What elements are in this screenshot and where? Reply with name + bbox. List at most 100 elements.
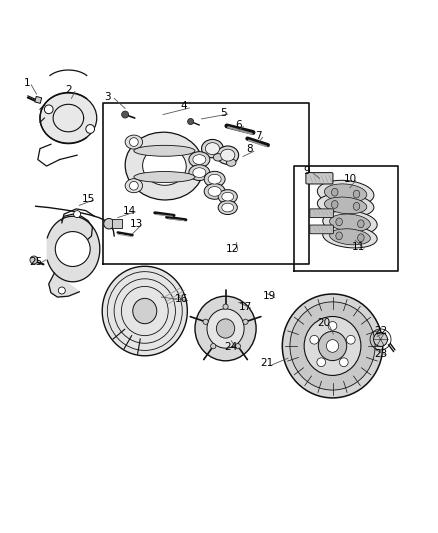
Circle shape bbox=[203, 319, 208, 325]
Ellipse shape bbox=[222, 192, 234, 201]
Polygon shape bbox=[47, 216, 100, 282]
Ellipse shape bbox=[189, 165, 210, 181]
Circle shape bbox=[339, 358, 348, 367]
Ellipse shape bbox=[325, 184, 367, 203]
Circle shape bbox=[328, 321, 337, 330]
FancyBboxPatch shape bbox=[310, 209, 333, 217]
Ellipse shape bbox=[195, 296, 256, 361]
Circle shape bbox=[58, 287, 65, 294]
Ellipse shape bbox=[102, 266, 187, 356]
Text: 8: 8 bbox=[246, 144, 253, 155]
Ellipse shape bbox=[326, 340, 339, 352]
FancyBboxPatch shape bbox=[306, 173, 333, 184]
Ellipse shape bbox=[218, 200, 237, 215]
Ellipse shape bbox=[323, 211, 377, 235]
Ellipse shape bbox=[217, 146, 239, 164]
Ellipse shape bbox=[218, 190, 237, 204]
Ellipse shape bbox=[208, 174, 221, 184]
Text: 22: 22 bbox=[374, 326, 387, 336]
Ellipse shape bbox=[357, 234, 364, 241]
Ellipse shape bbox=[40, 93, 97, 143]
Circle shape bbox=[211, 344, 216, 349]
Ellipse shape bbox=[318, 332, 347, 361]
Ellipse shape bbox=[283, 294, 383, 398]
Bar bbox=[113, 220, 122, 228]
Ellipse shape bbox=[332, 200, 338, 208]
Text: 19: 19 bbox=[263, 291, 276, 301]
FancyBboxPatch shape bbox=[310, 225, 333, 234]
Text: 23: 23 bbox=[374, 349, 387, 359]
Polygon shape bbox=[49, 273, 79, 297]
Circle shape bbox=[235, 344, 240, 349]
Ellipse shape bbox=[222, 203, 234, 212]
Text: 3: 3 bbox=[104, 92, 111, 102]
Text: 17: 17 bbox=[239, 302, 252, 312]
Ellipse shape bbox=[329, 214, 371, 232]
Text: 21: 21 bbox=[261, 358, 274, 368]
Ellipse shape bbox=[125, 132, 204, 200]
Ellipse shape bbox=[374, 333, 388, 346]
Ellipse shape bbox=[125, 135, 143, 149]
Text: 1: 1 bbox=[24, 78, 30, 88]
Ellipse shape bbox=[133, 298, 157, 324]
Circle shape bbox=[104, 219, 114, 229]
Circle shape bbox=[122, 111, 129, 118]
Ellipse shape bbox=[304, 317, 361, 375]
Ellipse shape bbox=[205, 143, 219, 155]
Ellipse shape bbox=[216, 319, 235, 338]
Ellipse shape bbox=[353, 203, 360, 210]
Text: 2: 2 bbox=[65, 85, 72, 95]
Ellipse shape bbox=[325, 197, 367, 214]
Ellipse shape bbox=[323, 225, 377, 248]
Circle shape bbox=[346, 335, 355, 344]
Ellipse shape bbox=[317, 194, 374, 217]
Text: 20: 20 bbox=[317, 318, 330, 328]
Circle shape bbox=[317, 358, 325, 367]
Circle shape bbox=[86, 125, 95, 133]
Text: 6: 6 bbox=[235, 119, 242, 130]
Ellipse shape bbox=[329, 229, 371, 245]
Ellipse shape bbox=[208, 187, 221, 196]
Ellipse shape bbox=[143, 147, 186, 185]
Circle shape bbox=[30, 256, 38, 264]
Text: 10: 10 bbox=[343, 174, 357, 184]
Circle shape bbox=[187, 118, 194, 125]
Circle shape bbox=[243, 319, 248, 325]
Circle shape bbox=[55, 231, 90, 266]
Ellipse shape bbox=[134, 146, 195, 156]
Text: 15: 15 bbox=[81, 194, 95, 204]
Ellipse shape bbox=[221, 149, 235, 161]
Ellipse shape bbox=[193, 155, 206, 164]
Text: 11: 11 bbox=[352, 242, 365, 252]
Text: 13: 13 bbox=[129, 219, 143, 229]
Text: 12: 12 bbox=[226, 244, 239, 254]
Ellipse shape bbox=[134, 172, 195, 182]
Ellipse shape bbox=[336, 218, 343, 226]
Ellipse shape bbox=[207, 309, 244, 348]
Text: 9: 9 bbox=[303, 166, 310, 176]
Circle shape bbox=[223, 304, 228, 309]
Bar bbox=[35, 96, 42, 103]
Ellipse shape bbox=[332, 188, 338, 196]
Text: 16: 16 bbox=[175, 294, 188, 304]
Ellipse shape bbox=[204, 171, 225, 187]
Ellipse shape bbox=[353, 190, 360, 198]
Text: 24: 24 bbox=[225, 342, 238, 352]
Ellipse shape bbox=[125, 179, 143, 193]
Ellipse shape bbox=[357, 220, 364, 228]
Ellipse shape bbox=[213, 154, 223, 161]
Ellipse shape bbox=[201, 140, 223, 158]
Ellipse shape bbox=[189, 152, 210, 167]
Ellipse shape bbox=[204, 183, 225, 199]
Text: 4: 4 bbox=[181, 101, 187, 111]
Circle shape bbox=[130, 181, 138, 190]
Text: 25: 25 bbox=[29, 257, 42, 267]
Circle shape bbox=[44, 105, 53, 114]
Circle shape bbox=[74, 211, 81, 217]
Text: 7: 7 bbox=[255, 131, 261, 141]
Text: 14: 14 bbox=[123, 206, 136, 216]
Ellipse shape bbox=[336, 232, 343, 240]
Ellipse shape bbox=[226, 159, 236, 166]
Ellipse shape bbox=[290, 302, 375, 390]
Ellipse shape bbox=[317, 180, 374, 206]
